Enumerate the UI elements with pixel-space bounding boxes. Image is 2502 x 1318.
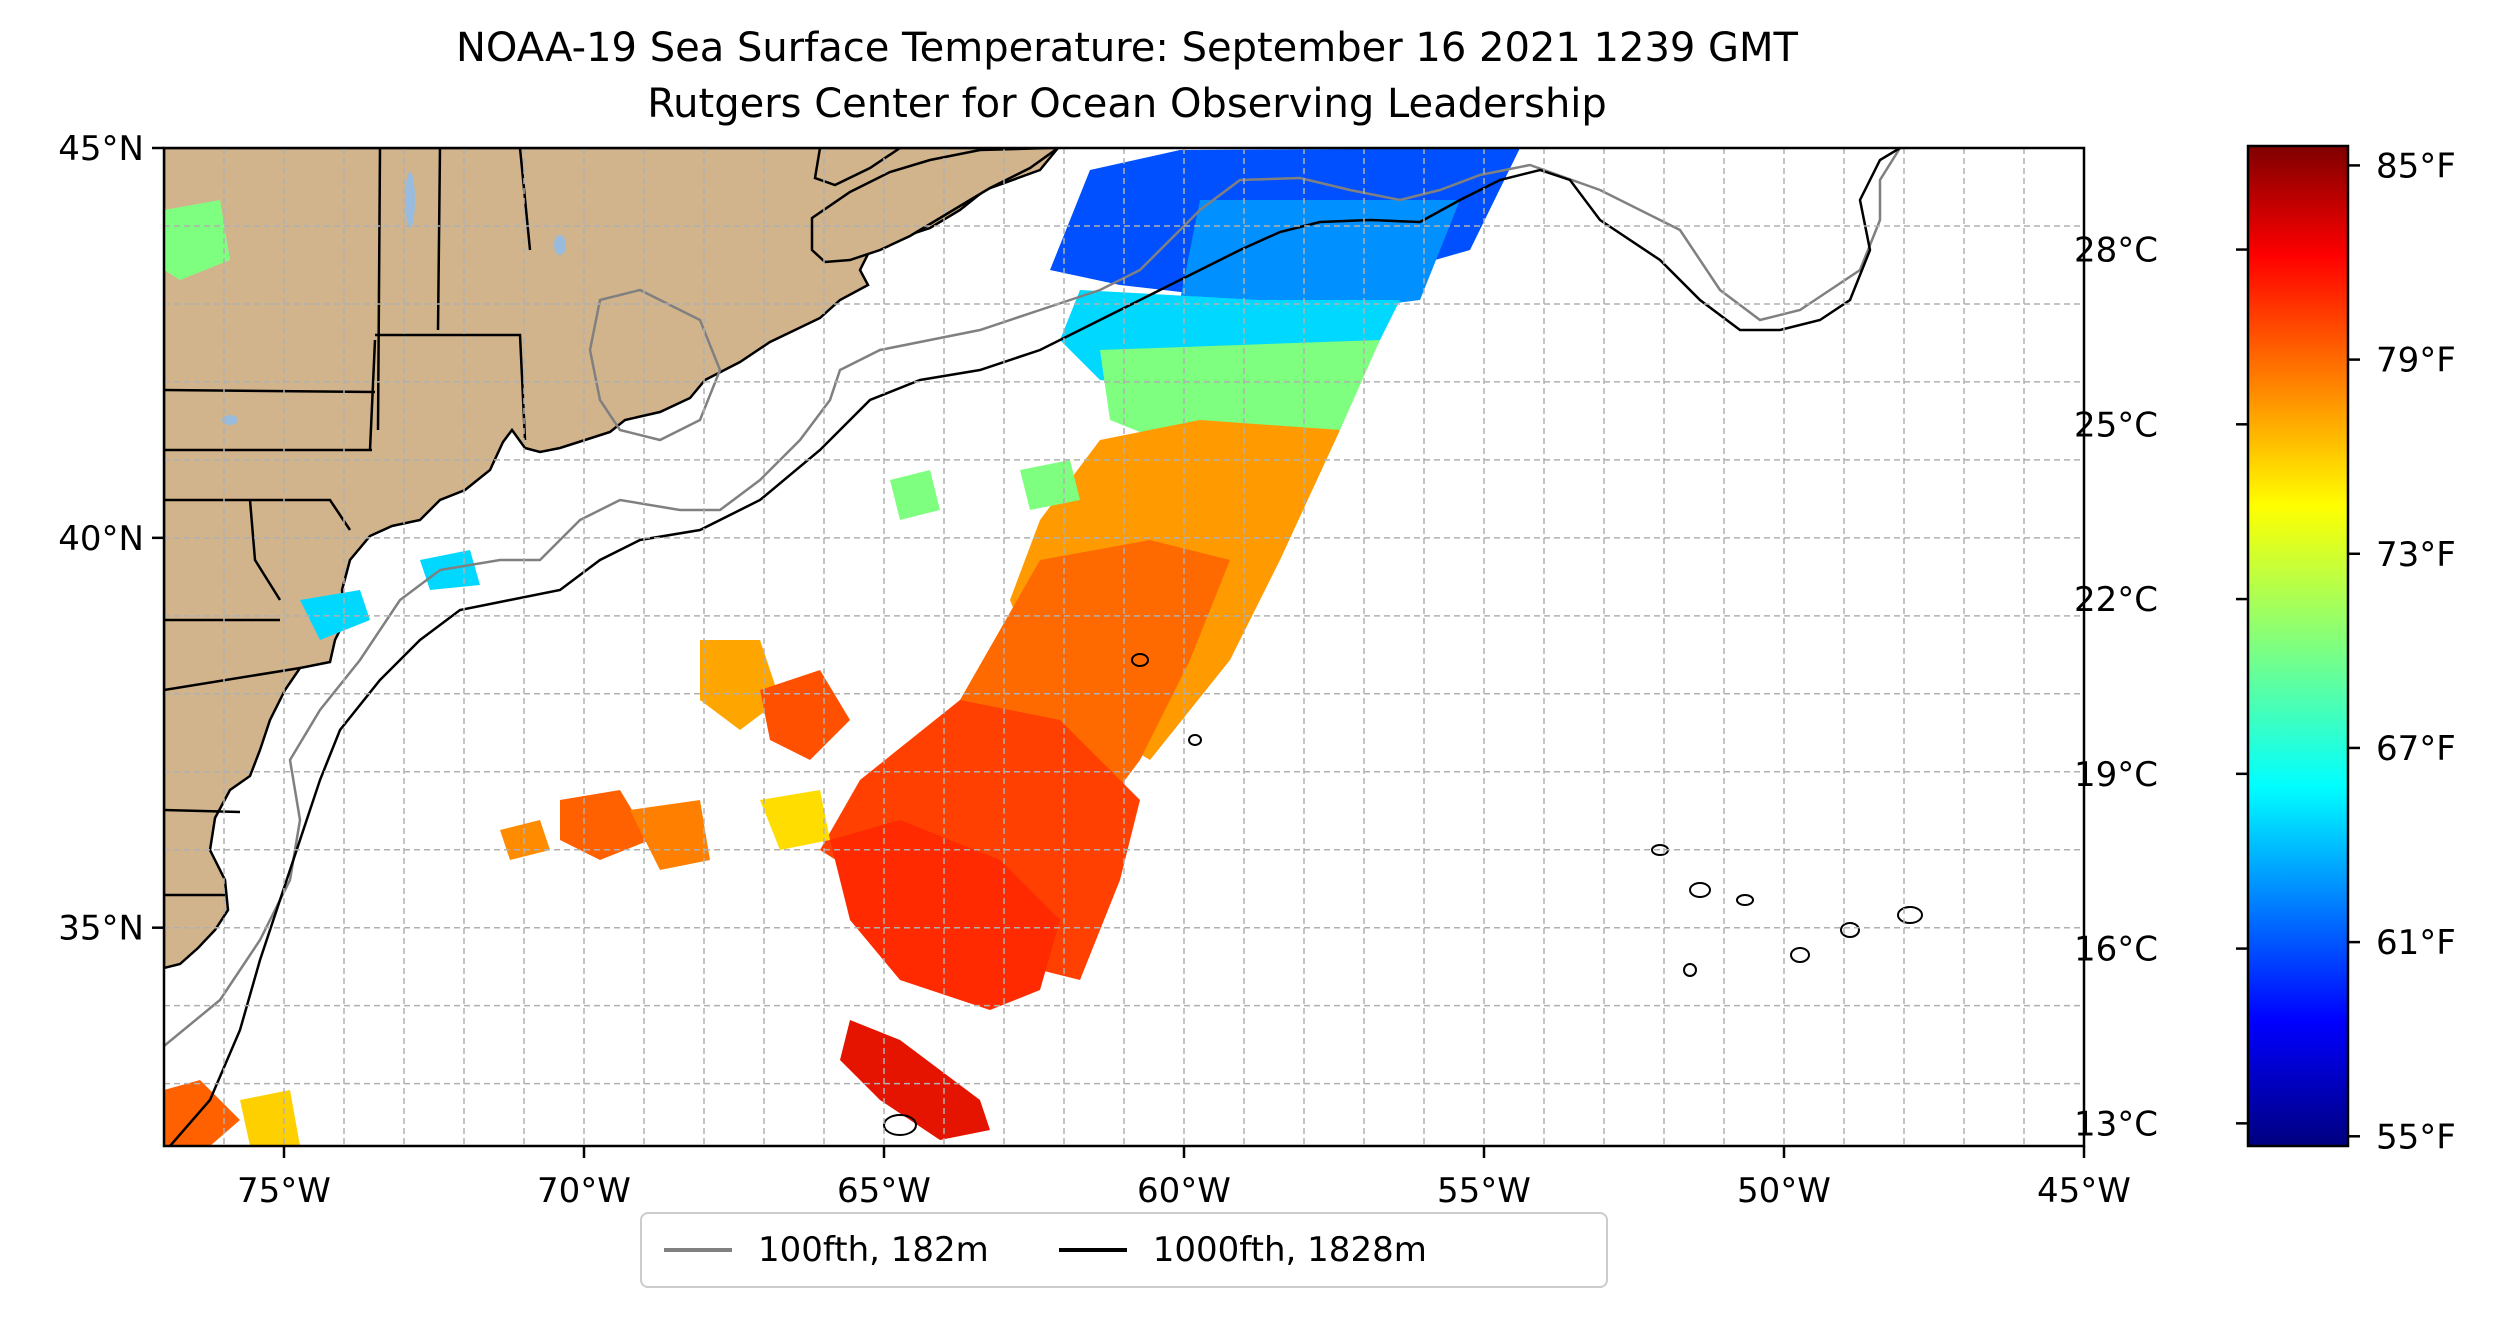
colorbar-f-tick-label: 67°F (2376, 729, 2456, 769)
x-tick-label: 50°W (1737, 1171, 1831, 1211)
y-tick-label: 40°N (58, 519, 144, 559)
colorbar-c-tick-label: 22°C (2074, 580, 2158, 620)
isobath-100fth-inner (588, 288, 722, 442)
map-subtitle: Rutgers Center for Ocean Observing Leade… (647, 81, 1607, 127)
x-tick-label: 60°W (1137, 1171, 1231, 1211)
x-tick-label: 70°W (537, 1171, 631, 1211)
legend-item-1000fth: 1000fth, 1828m (1058, 1230, 1427, 1270)
x-tick-label: 45°W (2037, 1171, 2131, 1211)
colorbar-c-tick-label: 13°C (2074, 1104, 2158, 1144)
y-tick-label: 35°N (58, 909, 144, 949)
colorbar-f-tick-label: 55°F (2376, 1117, 2456, 1157)
lakes (222, 172, 566, 425)
isobath-100fth (164, 148, 1902, 1047)
map-area (164, 148, 1923, 1146)
land-us-coast (164, 148, 1060, 970)
island-outlines (883, 653, 1923, 1136)
colorbar-c-tick-label: 28°C (2074, 231, 2158, 271)
colorbar-f-tick-label: 61°F (2376, 923, 2456, 963)
colorbar-c-tick-label: 25°C (2074, 405, 2158, 445)
colorbar (2246, 144, 2350, 1148)
x-tick-label: 65°W (837, 1171, 931, 1211)
legend-item-100fth: 100fth, 182m (664, 1230, 989, 1270)
legend-swatch-black-line (1058, 1248, 1127, 1252)
colorbar-ticks: 55°F 61°F 67°F 73°F 79°F 85°F 13°C 16°C 19°C 22°C… (2074, 146, 2456, 1157)
colorbar-c-tick-label: 19°C (2074, 755, 2158, 795)
colorbar-f-tick-label: 85°F (2376, 146, 2456, 186)
y-tick-label: 45°N (58, 129, 144, 169)
colorbar-f-tick-label: 73°F (2376, 535, 2456, 575)
map-frame (162, 146, 2086, 1148)
map-ticks: 75°W 70°W 65°W 60°W 55°W 50°W 45°W 45°N 40°N 35°N (58, 129, 2131, 1211)
legend-label-1000fth: 1000fth, 1828m (1152, 1230, 1427, 1270)
legend-label-100fth: 100fth, 182m (758, 1230, 989, 1270)
legend: 100fth, 182m 1000fth, 1828m (640, 1212, 1608, 1288)
sst-swath (164, 148, 1520, 1146)
isobath-1000fth (169, 148, 1901, 1146)
land-new-brunswick (813, 148, 903, 187)
colorbar-f-tick-label: 79°F (2376, 341, 2456, 381)
colorbar-c-tick-label: 16°C (2074, 930, 2158, 970)
x-tick-label: 55°W (1437, 1171, 1531, 1211)
x-tick-label: 75°W (237, 1171, 331, 1211)
land-nova-scotia (810, 148, 1061, 264)
legend-swatch-gray-line (664, 1248, 732, 1252)
map-title: NOAA-19 Sea Surface Temperature: Septemb… (456, 25, 1798, 71)
